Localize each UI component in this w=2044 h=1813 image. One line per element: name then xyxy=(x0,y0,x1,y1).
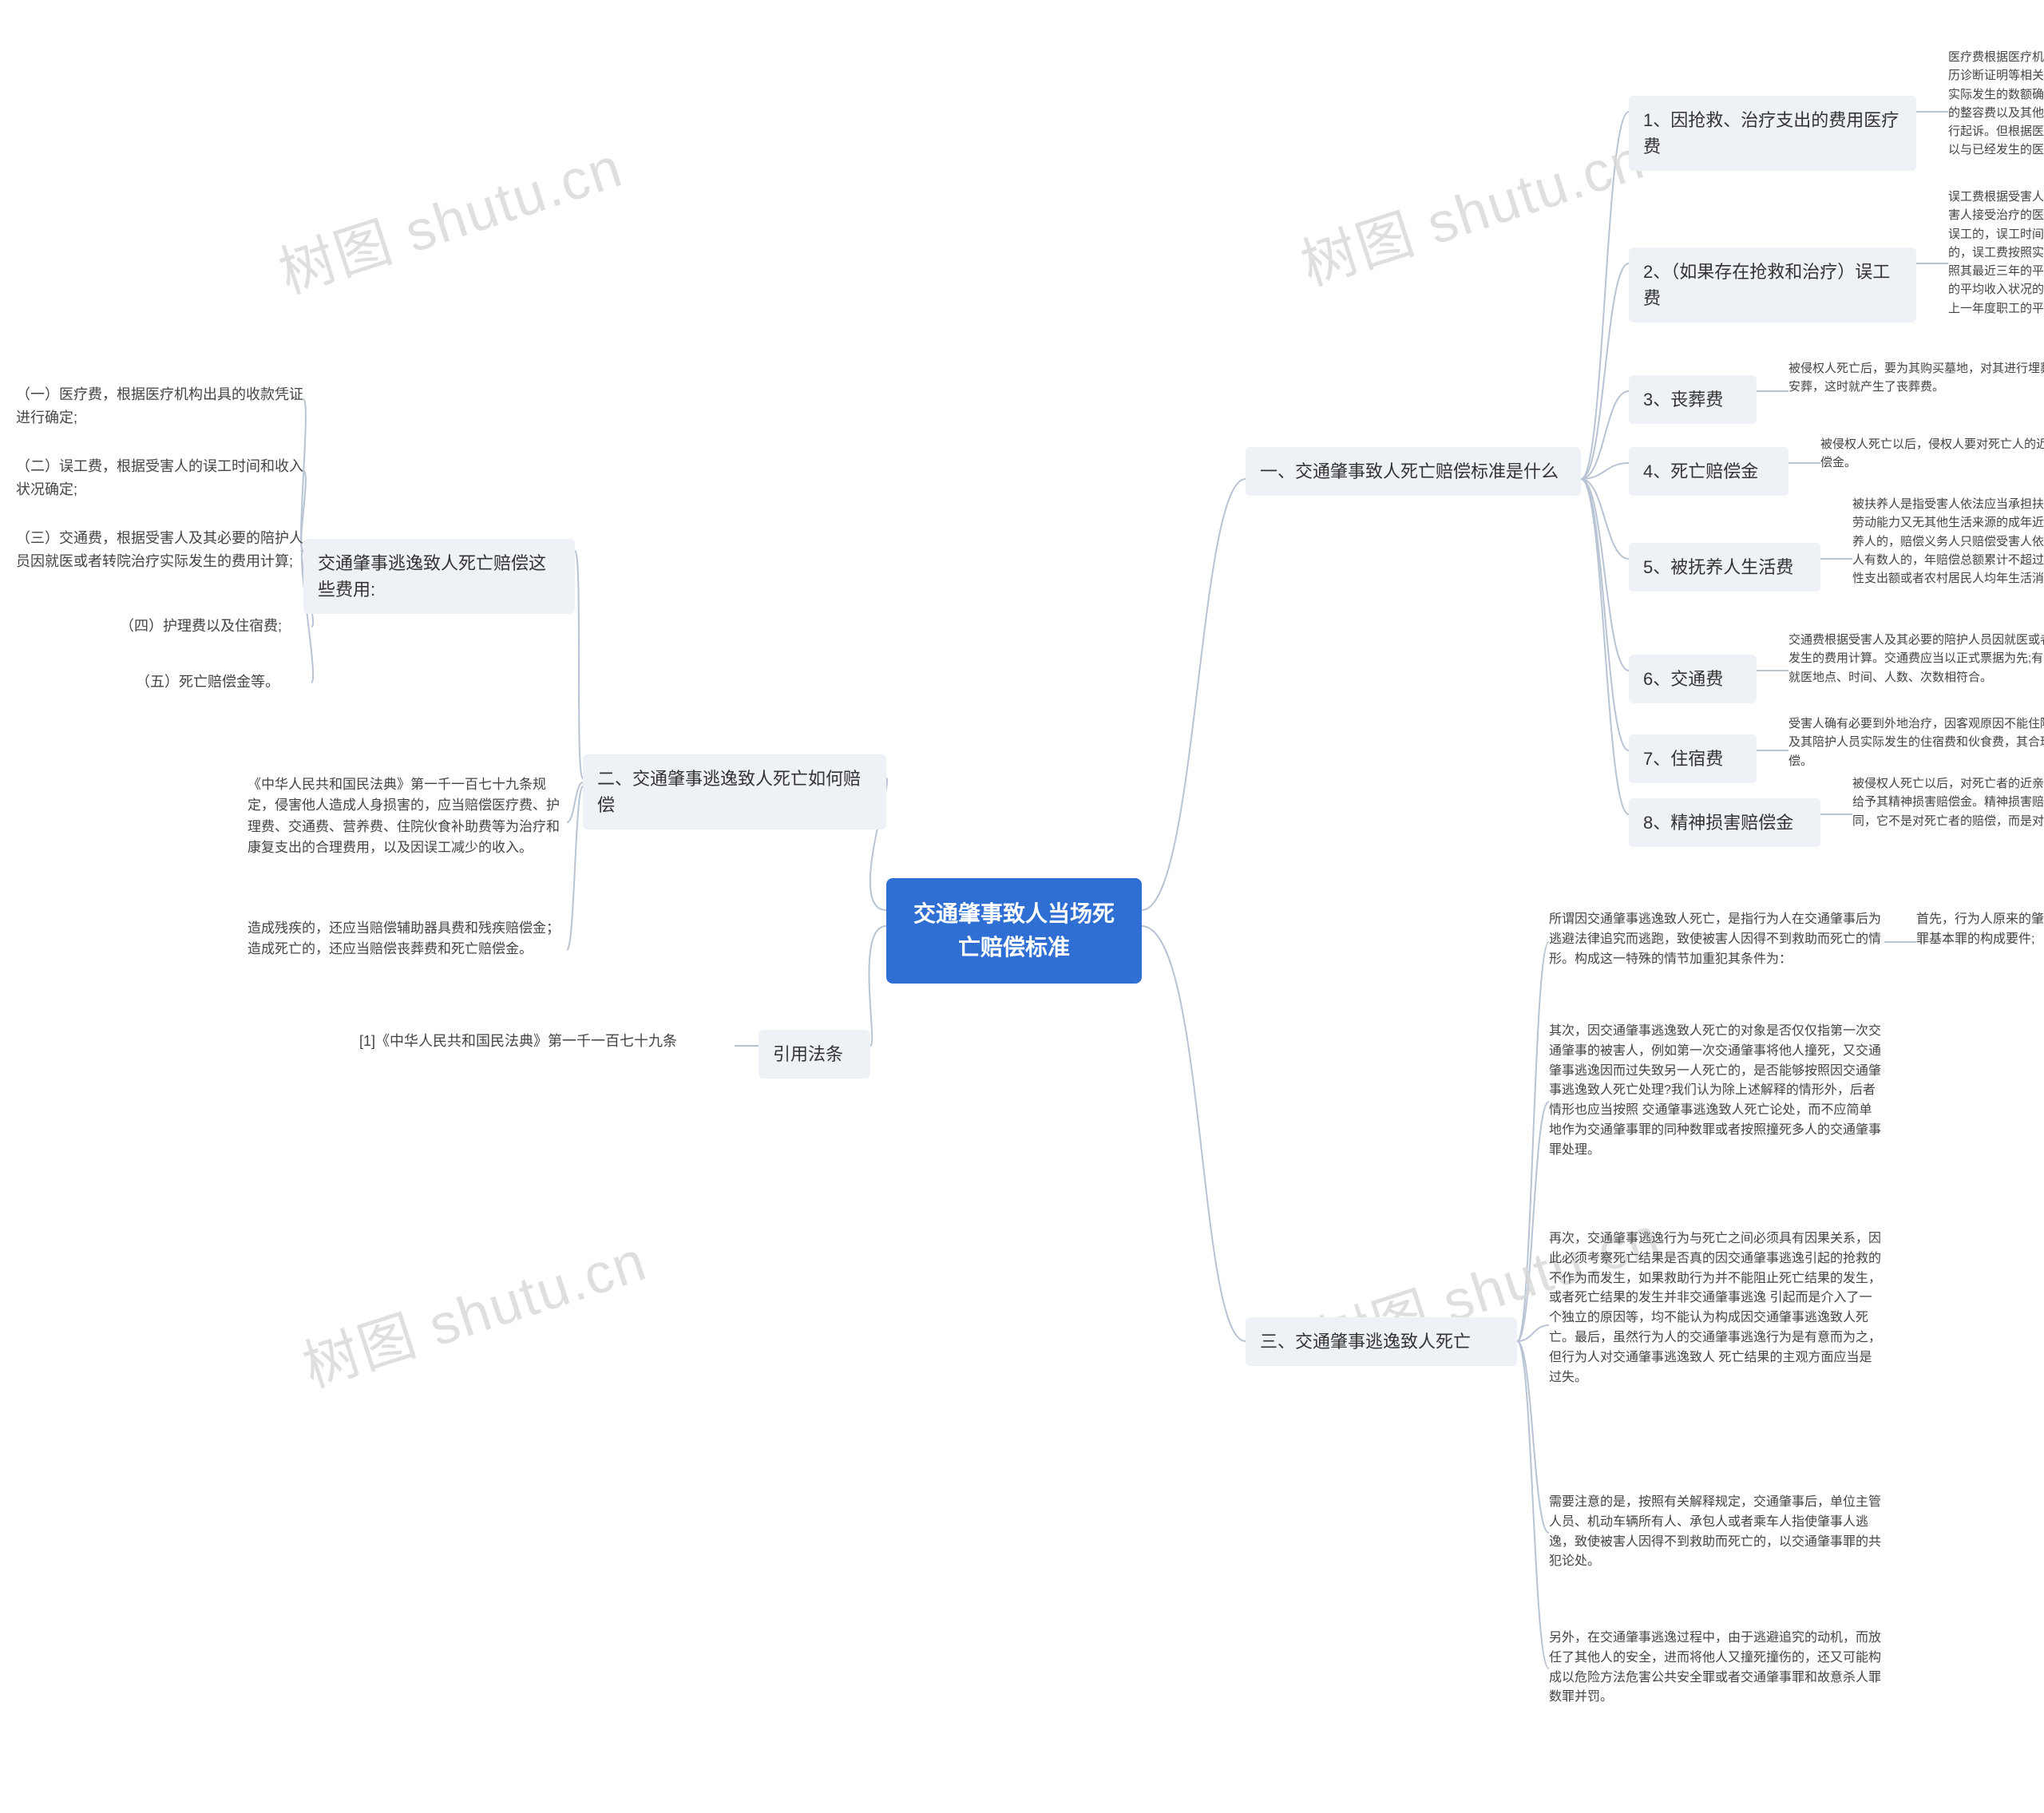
branch-escape-death: 三、交通肇事逃逸致人死亡 xyxy=(1246,1317,1517,1366)
fee-5: （五）死亡赔偿金等。 xyxy=(136,671,311,694)
detail-lostwork: 误工费根据受害人的误工时间和收入状况确定。误工时间根据受害人接受治疗的医疗机构出… xyxy=(1948,188,2044,318)
detail-dependant: 被扶养人是指受害人依法应当承担扶养义务的未成年人或者丧失劳动能力又无其他生活来源… xyxy=(1852,495,2044,588)
root-node: 交通肇事致人当场死亡赔偿标准 xyxy=(886,878,1142,984)
branch-cite: 引用法条 xyxy=(759,1030,870,1079)
left-para-2: 造成残疾的，还应当赔偿辅助器具费和残疾赔偿金；造成死亡的，还应当赔偿丧葬费和死亡… xyxy=(248,918,567,960)
escape-para-4: 另外，在交通肇事逃逸过程中，由于逃避追究的动机，而放任了其他人的安全，进而将他人… xyxy=(1549,1629,1884,1708)
leaf-transport: 6、交通费 xyxy=(1629,655,1757,703)
branch-how-compensate: 二、交通肇事逃逸致人死亡如何赔偿 xyxy=(583,754,886,829)
escape-intro-side: 首先，行为人原来的肇事行为已经符合交通肇事罪基本罪的构成要件; xyxy=(1916,910,2044,950)
fee-3: （三）交通费，根据受害人及其必要的陪护人员因就医或者转院治疗实际发生的费用计算; xyxy=(16,527,303,573)
watermark-2: 树图 shutu.cn xyxy=(1289,115,1653,302)
leaf-lodging: 7、住宿费 xyxy=(1629,734,1757,783)
leaf-dependant: 5、被抚养人生活费 xyxy=(1629,543,1820,592)
leaf-lostwork: 2、（如果存在抢救和治疗）误工费 xyxy=(1629,247,1916,323)
left-para-1: 《中华人民共和国民法典》第一千一百七十九条规定，侵害他人造成人身损害的，应当赔偿… xyxy=(248,774,567,858)
fee-4: （四）护理费以及住宿费; xyxy=(120,615,311,638)
watermark-1: 树图 shutu.cn xyxy=(267,123,631,310)
cite-1: [1]《中华人民共和国民法典》第一千一百七十九条 xyxy=(359,1030,735,1053)
fee-1: （一）医疗费，根据医疗机构出具的收款凭证进行确定; xyxy=(16,383,303,429)
detail-lodging: 受害人确有必要到外地治疗，因客观原因不能住院，受害人本人及其陪护人员实际发生的住… xyxy=(1788,715,2044,770)
leaf-death-comp: 4、死亡赔偿金 xyxy=(1629,447,1788,496)
escape-para-1: 其次，因交通肇事逃逸致人死亡的对象是否仅仅指第一次交通肇事的被害人，例如第一次交… xyxy=(1549,1022,1884,1161)
leaf-medical: 1、因抢救、治疗支出的费用医疗费 xyxy=(1629,96,1916,171)
branch-standards: 一、交通肇事致人死亡赔偿标准是什么 xyxy=(1246,447,1581,496)
detail-mental: 被侵权人死亡以后，对死亡者的近亲属造成严重精神损害，因此给予其精神损害赔偿金。精… xyxy=(1852,774,2044,830)
escape-intro: 所谓因交通肇事逃逸致人死亡，是指行为人在交通肇事后为逃避法律追究而逃跑，致使被害… xyxy=(1549,910,1884,969)
leaf-mental: 8、精神损害赔偿金 xyxy=(1629,798,1820,847)
sub-these-fees: 交通肇事逃逸致人死亡赔偿这些费用: xyxy=(303,539,575,614)
escape-para-3: 需要注意的是，按照有关解释规定，交通肇事后，单位主管人员、机动车辆所有人、承包人… xyxy=(1549,1493,1884,1572)
detail-death-comp: 被侵权人死亡以后，侵权人要对死亡人的近亲属支付死亡赔偿金。 xyxy=(1820,435,2044,473)
detail-medical: 医疗费根据医疗机构出具的医药费、住院费等收款凭证，结合病历诊断证明等相关证据确定… xyxy=(1948,48,2044,160)
detail-funeral: 被侵权人死亡后，要为其购买墓地，对其进行埋葬、火化，进行安葬，这时就产生了丧葬费… xyxy=(1788,359,2044,397)
leaf-funeral: 3、丧葬费 xyxy=(1629,375,1757,424)
fee-2: （二）误工费，根据受害人的误工时间和收入状况确定; xyxy=(16,455,303,501)
detail-transport: 交通费根据受害人及其必要的陪护人员因就医或者转院治疗实际发生的费用计算。交通费应… xyxy=(1788,631,2044,687)
watermark-3: 树图 shutu.cn xyxy=(291,1217,655,1403)
escape-para-2: 再次，交通肇事逃逸行为与死亡之间必须具有因果关系，因此必须考察死亡结果是否真的因… xyxy=(1549,1229,1884,1387)
